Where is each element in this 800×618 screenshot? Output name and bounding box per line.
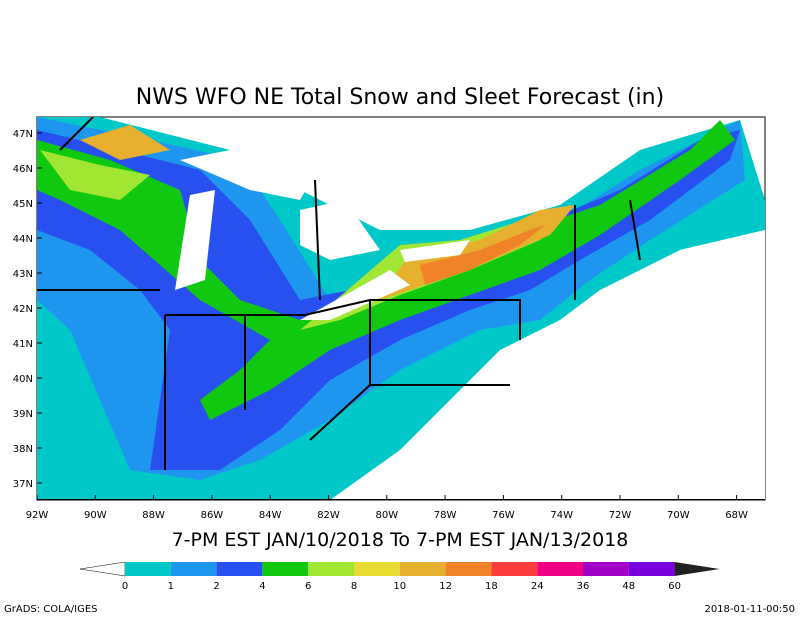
- lat-label: 42N: [13, 304, 33, 315]
- colorbar-label: 48: [622, 581, 635, 592]
- colorbar-swatch: [354, 562, 400, 576]
- colorbar-label: 60: [668, 581, 681, 592]
- colorbar-label: 1: [168, 581, 174, 592]
- lon-label: 74W: [550, 510, 573, 521]
- longitude-labels: 92W 90W 88W 86W 84W 82W 80W 78W 76W 74W 72W 70W 68W: [26, 495, 748, 521]
- colorbar-label: 0: [122, 581, 128, 592]
- colorbar-label: 6: [305, 581, 311, 592]
- state-borders: [37, 117, 765, 500]
- colorbar-swatch: [216, 562, 263, 576]
- lake-superior: [180, 150, 320, 200]
- map-subtitle: 7-PM EST JAN/10/2018 To 7-PM EST JAN/13/…: [172, 529, 629, 551]
- colorbar-arrow: [674, 562, 720, 576]
- colorbar-swatch: [262, 562, 309, 576]
- lon-label: 92W: [26, 510, 49, 521]
- colorbar-label: 24: [531, 581, 544, 592]
- lat-label: 41N: [13, 339, 33, 350]
- colorbar-swatch: [125, 562, 171, 576]
- colorbar-label: 8: [351, 581, 357, 592]
- lat-label: 38N: [13, 444, 33, 455]
- lat-label: 46N: [13, 164, 33, 175]
- lon-label: 72W: [609, 510, 632, 521]
- lat-label: 45N: [13, 199, 33, 210]
- colorbar-swatch: [170, 562, 217, 576]
- snow-field-8: [40, 150, 570, 330]
- lon-label: 76W: [492, 510, 515, 521]
- snow-field-18: [420, 225, 545, 285]
- lat-label: 39N: [13, 409, 33, 420]
- colorbar-arrow: [79, 561, 126, 577]
- lake-ontario: [400, 240, 470, 262]
- lat-label: 40N: [13, 374, 33, 385]
- lat-label: 44N: [13, 234, 33, 245]
- latitude-labels: 47N 46N 45N 44N 43N 42N 41N 40N 39N 38N 37N: [13, 129, 42, 490]
- lon-label: 68W: [725, 510, 748, 521]
- lat-label: 37N: [13, 479, 33, 490]
- colorbar-swatch: [445, 562, 492, 576]
- colorbar-swatch: [628, 562, 675, 576]
- lat-label: 43N: [13, 269, 33, 280]
- lon-label: 84W: [259, 510, 282, 521]
- colorbar-label: 2: [213, 581, 219, 592]
- colorbar-swatch: [537, 562, 583, 576]
- lon-label: 90W: [84, 510, 107, 521]
- ocean: [500, 230, 765, 500]
- snow-field-12: [80, 125, 575, 300]
- lake-erie: [300, 270, 410, 320]
- colorbar-swatch: [399, 562, 446, 576]
- lon-label: 82W: [317, 510, 340, 521]
- map: 47N 46N 45N 44N 43N 42N 41N 40N 39N 38N 37N 92W 90W…: [13, 116, 766, 521]
- lon-label: 86W: [201, 510, 224, 521]
- snow-field-6: [37, 120, 735, 420]
- lon-label: 78W: [434, 510, 457, 521]
- lon-label: 70W: [667, 510, 690, 521]
- lon-label: 88W: [142, 510, 165, 521]
- lake-huron: [300, 200, 380, 260]
- colorbar-label: 4: [259, 581, 265, 592]
- lon-label: 80W: [375, 510, 398, 521]
- colorbar-label: 10: [393, 581, 406, 592]
- colorbar-swatch: [308, 562, 354, 576]
- footer-left: GrADS: COLA/IGES: [4, 604, 98, 615]
- colorbar-label: 18: [485, 581, 498, 592]
- colorbar-swatch: [491, 562, 538, 576]
- lake-michigan: [175, 190, 215, 290]
- colorbar-label: 12: [439, 581, 452, 592]
- colorbar-swatch: [583, 562, 629, 576]
- lat-label: 47N: [13, 129, 33, 140]
- map-title: NWS WFO NE Total Snow and Sleet Forecast…: [136, 85, 664, 110]
- footer-right: 2018-01-11-00:50: [704, 604, 795, 615]
- colorbar-label: 36: [577, 581, 590, 592]
- colorbar: 0 1 2 4 6 8 10 12 18 24 36 48 60: [79, 561, 720, 592]
